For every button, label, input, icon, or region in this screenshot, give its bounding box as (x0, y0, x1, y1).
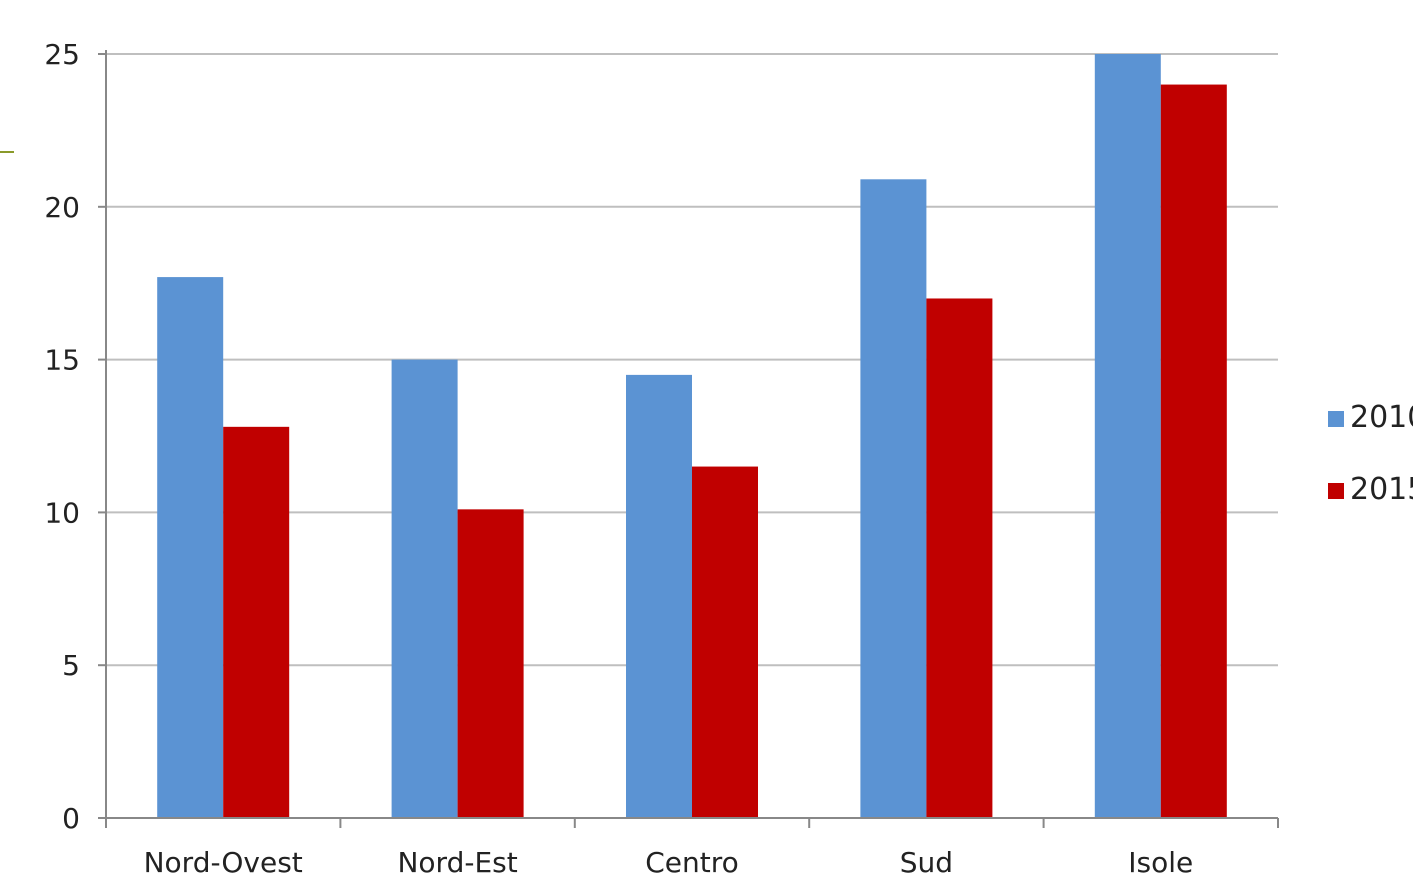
bar-2015-Centro (692, 466, 758, 818)
legend-label: 2015 (1350, 472, 1413, 507)
y-tick-label: 0 (62, 802, 80, 835)
bar-2015-Nord-Est (457, 509, 524, 818)
legend-label: 2010 (1350, 400, 1413, 435)
bars (157, 54, 1227, 819)
y-tick-label: 25 (44, 38, 80, 71)
y-tick-labels: 0 5 10 15 20 25 (44, 38, 106, 835)
x-tick-label: Nord-Ovest (144, 846, 303, 879)
bar-2010-Nord-Est (391, 359, 458, 818)
x-tick-label: Nord-Est (397, 846, 517, 879)
x-tick-label: Isole (1128, 846, 1193, 879)
legend: 2010 2015 (1328, 400, 1413, 507)
axes (105, 50, 1278, 819)
legend-swatch-2010 (1328, 411, 1344, 427)
x-tick-label: Sud (900, 846, 953, 879)
legend-swatch-2015 (1328, 483, 1344, 499)
x-tick-label: Centro (645, 846, 739, 879)
y-tick-label: 10 (44, 496, 80, 529)
x-tick-labels: Nord-Ovest Nord-Est Centro Sud Isole (105, 818, 1279, 879)
bar-2010-Centro (626, 374, 692, 818)
bar-2010-Nord-Ovest (157, 277, 224, 818)
y-tick-label: 5 (62, 649, 80, 682)
y-tick-label: 15 (44, 344, 80, 377)
bar-2010-Isole (1094, 54, 1161, 818)
bar-2015-Nord-Ovest (223, 426, 290, 818)
bar-2015-Sud (926, 298, 993, 819)
bar-2015-Isole (1160, 84, 1227, 818)
bar-2010-Sud (860, 179, 927, 818)
y-tick-label: 20 (44, 191, 80, 224)
